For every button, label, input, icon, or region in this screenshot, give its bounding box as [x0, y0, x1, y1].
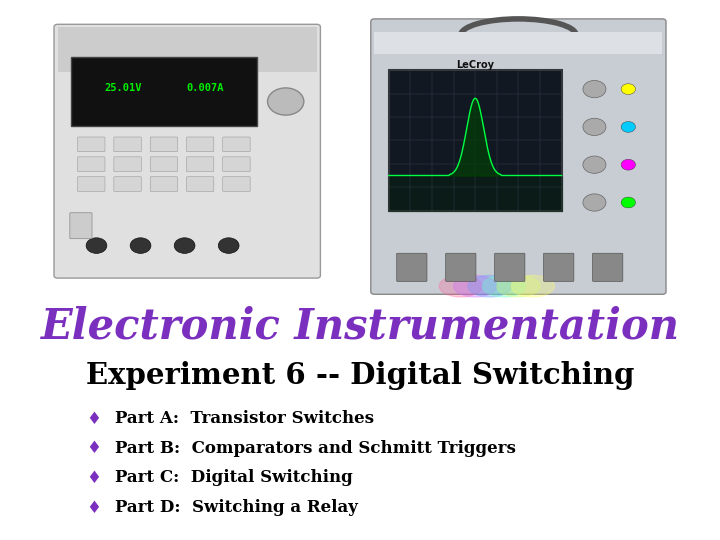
FancyBboxPatch shape [78, 137, 105, 152]
Ellipse shape [497, 275, 540, 297]
FancyBboxPatch shape [186, 157, 214, 172]
Ellipse shape [468, 275, 511, 297]
Circle shape [268, 88, 304, 115]
FancyBboxPatch shape [150, 177, 178, 192]
Circle shape [583, 118, 606, 136]
Text: Part C:  Digital Switching: Part C: Digital Switching [115, 469, 353, 487]
FancyBboxPatch shape [114, 157, 141, 172]
Circle shape [218, 238, 239, 253]
FancyBboxPatch shape [593, 253, 623, 281]
FancyBboxPatch shape [186, 137, 214, 152]
FancyBboxPatch shape [544, 253, 574, 281]
Text: Part A:  Transistor Switches: Part A: Transistor Switches [115, 410, 374, 427]
Text: 25.01V: 25.01V [104, 83, 142, 93]
Circle shape [621, 159, 636, 170]
Text: ♦: ♦ [86, 439, 102, 457]
Text: LeCroy: LeCroy [456, 60, 494, 70]
FancyBboxPatch shape [389, 70, 562, 211]
FancyBboxPatch shape [222, 157, 250, 172]
FancyBboxPatch shape [222, 177, 250, 192]
Circle shape [621, 197, 636, 208]
FancyBboxPatch shape [495, 253, 525, 281]
Circle shape [86, 238, 107, 253]
FancyBboxPatch shape [446, 253, 476, 281]
Circle shape [621, 84, 636, 94]
Circle shape [621, 122, 636, 132]
Text: ♦: ♦ [86, 469, 102, 487]
Circle shape [583, 194, 606, 211]
FancyBboxPatch shape [70, 213, 92, 239]
Ellipse shape [439, 275, 482, 297]
FancyBboxPatch shape [150, 157, 178, 172]
Ellipse shape [482, 275, 526, 297]
Text: Experiment 6 -- Digital Switching: Experiment 6 -- Digital Switching [86, 361, 634, 390]
FancyBboxPatch shape [71, 57, 257, 126]
Circle shape [583, 156, 606, 173]
FancyBboxPatch shape [54, 24, 320, 278]
Circle shape [583, 80, 606, 98]
Circle shape [174, 238, 195, 253]
FancyBboxPatch shape [114, 177, 141, 192]
Text: Part B:  Comparators and Schmitt Triggers: Part B: Comparators and Schmitt Triggers [115, 440, 516, 457]
FancyBboxPatch shape [150, 137, 178, 152]
FancyBboxPatch shape [186, 177, 214, 192]
FancyBboxPatch shape [58, 27, 317, 72]
Circle shape [130, 238, 151, 253]
Text: 0.007A: 0.007A [186, 83, 224, 93]
FancyBboxPatch shape [78, 177, 105, 192]
Text: Part D:  Switching a Relay: Part D: Switching a Relay [115, 499, 358, 516]
Ellipse shape [511, 275, 554, 297]
Text: Electronic Instrumentation: Electronic Instrumentation [40, 306, 680, 348]
FancyBboxPatch shape [78, 157, 105, 172]
FancyBboxPatch shape [222, 137, 250, 152]
FancyBboxPatch shape [114, 137, 141, 152]
FancyBboxPatch shape [371, 19, 666, 294]
Ellipse shape [454, 275, 497, 297]
FancyBboxPatch shape [397, 253, 427, 281]
FancyBboxPatch shape [374, 32, 662, 54]
Text: ♦: ♦ [86, 498, 102, 517]
Text: ♦: ♦ [86, 409, 102, 428]
